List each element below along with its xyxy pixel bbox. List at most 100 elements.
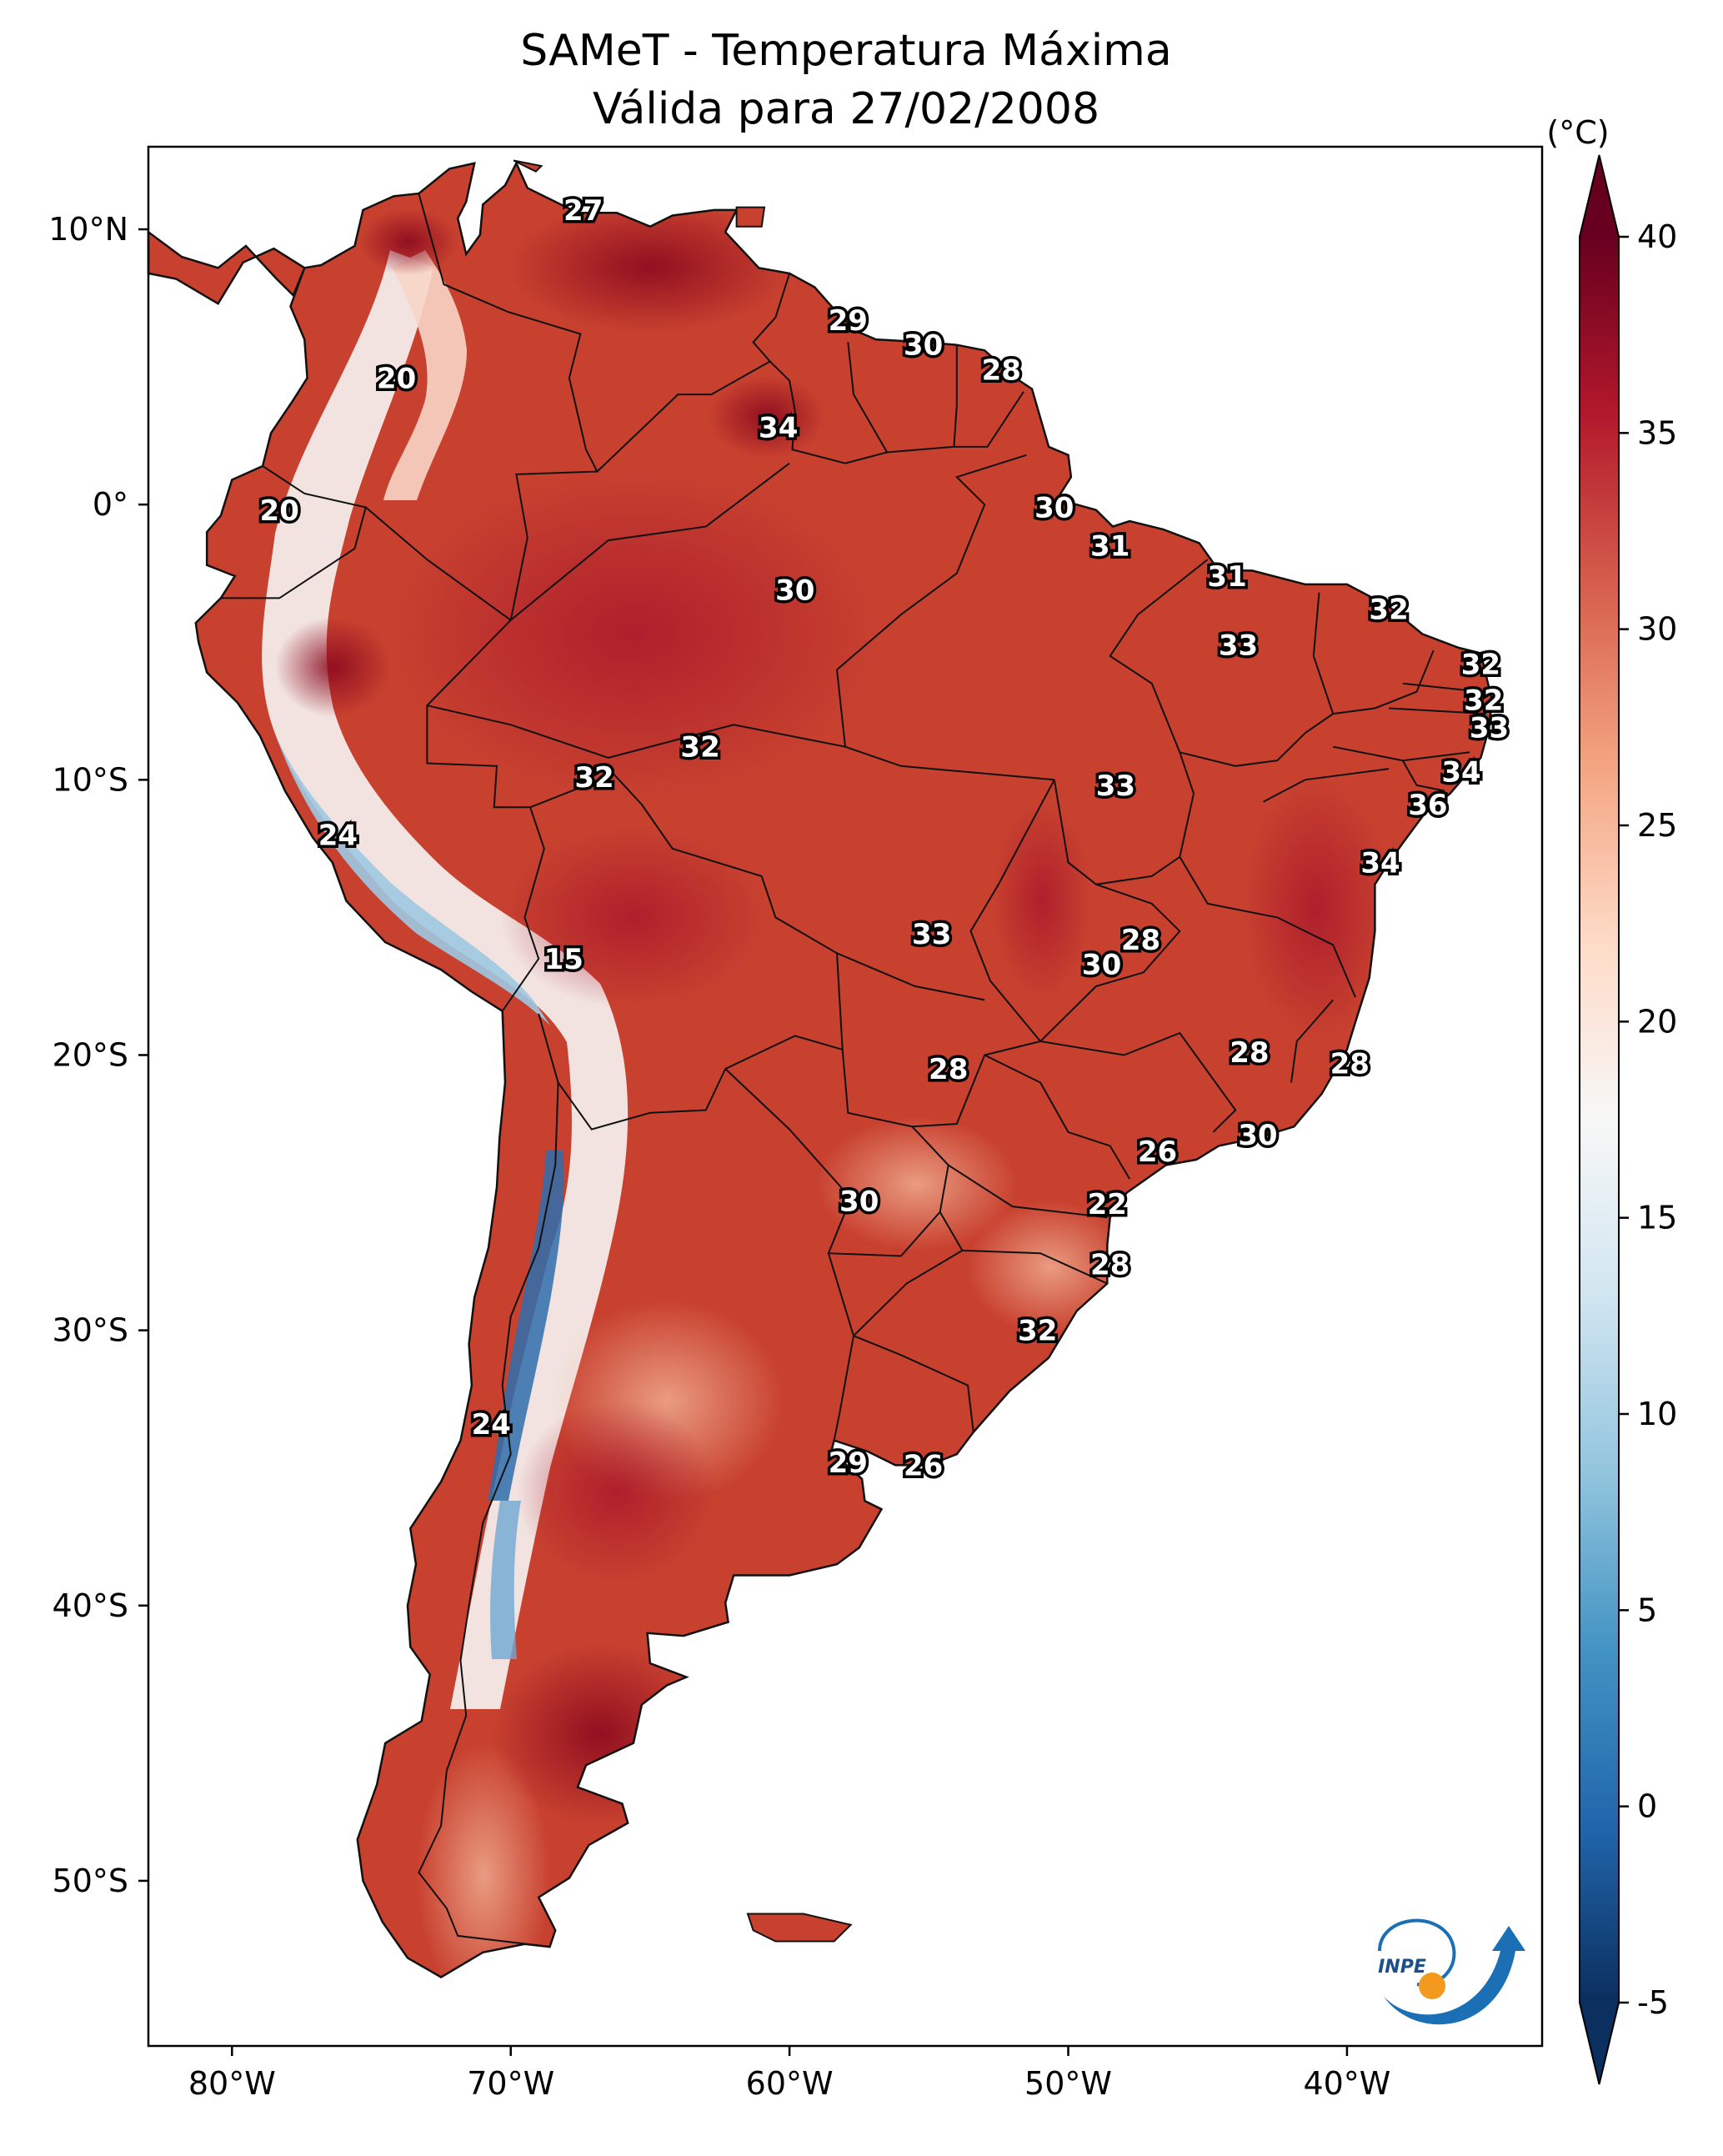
temperature-label: 30 <box>1082 949 1121 982</box>
border-line <box>1039 1031 1237 1133</box>
border-line <box>752 273 889 464</box>
border-line <box>1402 682 1481 693</box>
border-line <box>418 193 599 620</box>
lat-tick-label: 10°S <box>53 761 128 798</box>
colorbar: (°C) 40 35 30 25 20 15 10 5 0 -5 <box>1546 114 1677 2085</box>
temperature-label: 28 <box>1230 1036 1269 1070</box>
andes-cold-core <box>275 734 550 1025</box>
temperature-label: 30 <box>839 1186 879 1219</box>
border-line <box>427 704 1054 781</box>
temperature-label: 32 <box>1018 1315 1057 1348</box>
colorbar-tick-label: 0 <box>1637 1788 1657 1825</box>
border-line <box>984 1054 1130 1180</box>
colorbar-tick-label: 15 <box>1637 1200 1677 1236</box>
colorbar-tick-label: 30 <box>1637 611 1677 648</box>
border-line <box>1053 559 1209 885</box>
colorbar-ticks: 40 35 30 25 20 15 10 5 0 -5 <box>1619 218 1677 2021</box>
temperature-label: 28 <box>1330 1047 1370 1081</box>
border-line <box>948 1164 1108 1219</box>
temperature-label: 29 <box>829 1447 868 1480</box>
longitude-axis: 80°W 70°W 60°W 50°W 40°W <box>188 2046 1390 2102</box>
temperature-label: 30 <box>1238 1119 1277 1152</box>
border-line <box>1263 768 1390 803</box>
border-line <box>426 619 545 1012</box>
lat-tick-label: 50°S <box>53 1863 128 1899</box>
temperature-label: 31 <box>1207 560 1246 594</box>
border-line <box>724 1049 949 1257</box>
lon-tick-label: 60°W <box>746 2065 834 2102</box>
border-line <box>1401 760 1445 792</box>
temperature-label: 36 <box>1408 789 1447 822</box>
border-line <box>1039 883 1181 1042</box>
border-line <box>835 454 1027 747</box>
andes-cold-south <box>488 1151 564 1501</box>
border-line <box>853 1335 974 1432</box>
amazon-hot-core <box>383 467 884 800</box>
land-layer <box>147 160 1494 1978</box>
temperature-label: 30 <box>775 574 814 608</box>
inpe-logo-text: INPE <box>1378 1957 1426 1978</box>
colorbar-unit: (°C) <box>1546 114 1609 151</box>
bahia-hot-core <box>1242 775 1392 1042</box>
lat-tick-label: 20°S <box>53 1036 128 1073</box>
temperature-label: 33 <box>1470 712 1509 745</box>
colombia-andes-mild <box>383 250 467 500</box>
border-line <box>510 462 790 621</box>
trinidad-island <box>735 206 766 228</box>
colorbar-tick-label: 35 <box>1637 414 1677 451</box>
islands <box>513 159 853 1943</box>
border-line <box>1179 856 1356 998</box>
temperature-label: 34 <box>759 412 798 445</box>
colorbar-tick-label: -5 <box>1637 1984 1669 2021</box>
border-line <box>954 391 1024 448</box>
temperature-label: 32 <box>680 731 719 765</box>
venezuela-hot-core <box>508 200 792 333</box>
temperature-label: 34 <box>1360 846 1400 880</box>
lon-tick-label: 80°W <box>188 2065 276 2102</box>
temperature-label: 33 <box>912 918 951 951</box>
border-line <box>1389 707 1487 715</box>
temperature-label: 33 <box>1096 770 1135 803</box>
lat-tick-label: 40°S <box>53 1587 128 1624</box>
temperature-label: 28 <box>1090 1248 1129 1281</box>
temperature-label: 32 <box>1464 684 1503 718</box>
coastline <box>147 160 1494 1978</box>
temperature-label: 32 <box>1461 649 1500 682</box>
colorbar-tick-label: 40 <box>1637 218 1677 255</box>
border-line <box>836 952 985 1001</box>
caribbean-islet <box>513 159 543 173</box>
bolivia-hot-core <box>500 825 767 1009</box>
paraguay-mild-patch <box>817 1117 1017 1251</box>
temperature-label: 28 <box>1121 924 1160 957</box>
map-title-line2: Válida para 27/02/2008 <box>593 84 1099 134</box>
temperature-label: 28 <box>982 353 1021 387</box>
falkland-islands <box>746 1913 853 1943</box>
border-line <box>365 506 512 621</box>
temperature-label: 29 <box>829 304 868 338</box>
lon-tick-label: 50°W <box>1024 2065 1112 2102</box>
temperature-label: 22 <box>1088 1188 1127 1221</box>
guiana-hot-core <box>709 375 825 459</box>
temperature-label: 24 <box>318 819 358 852</box>
temperature-label: 28 <box>929 1053 968 1086</box>
temperature-label: 32 <box>1369 594 1408 627</box>
border-line <box>220 465 368 599</box>
border-line <box>912 779 1055 1128</box>
tocantins-hot-core <box>992 800 1092 1000</box>
border-line <box>853 1211 964 1336</box>
border-line <box>1333 649 1435 715</box>
lat-tick-label: 10°N <box>48 211 128 248</box>
inpe-logo-swoosh <box>1384 1926 1525 2025</box>
pampas-hot-core <box>517 1401 717 1584</box>
temperature-label: 24 <box>472 1408 511 1442</box>
border-line <box>887 344 958 454</box>
border-line <box>1180 592 1335 767</box>
border-line <box>1290 999 1334 1083</box>
map-title-line1: SAMeT - Temperatura Máxima <box>520 26 1171 76</box>
lon-tick-label: 70°W <box>467 2065 554 2102</box>
lat-tick-label: 0° <box>93 486 128 523</box>
temperature-label: 30 <box>904 329 943 363</box>
temperature-label: 26 <box>1138 1136 1177 1169</box>
